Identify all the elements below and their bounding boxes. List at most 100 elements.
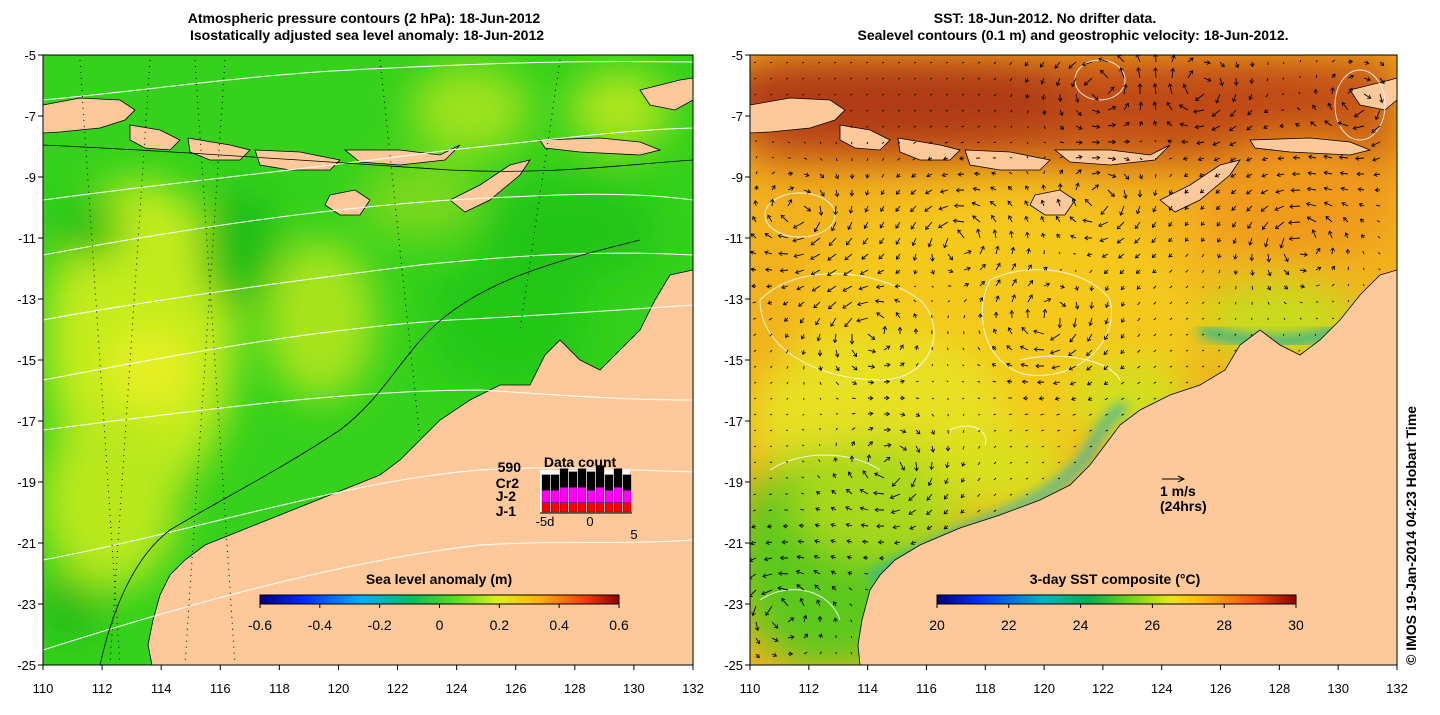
bar-j2 [587, 490, 595, 502]
lat-tick-label: -15 [724, 353, 743, 368]
colorbar-tick-label: 24 [1073, 617, 1089, 633]
velocity-arrow [1284, 62, 1285, 64]
bar-j1 [542, 503, 550, 512]
lat-tick-label: -19 [17, 475, 36, 490]
lon-tick-label: 124 [446, 681, 468, 696]
data-count-tick-end: 5 [630, 527, 637, 542]
lat-tick-label: -17 [17, 414, 36, 429]
bar-j1 [569, 503, 577, 512]
lat-tick-label: -7 [731, 109, 743, 124]
lat-tick-label: -11 [18, 231, 36, 246]
bar-j2 [560, 487, 568, 503]
lon-tick-label: 120 [328, 681, 350, 696]
bar-cr2 [542, 475, 550, 491]
colorbar-tick-label: 0 [436, 617, 444, 633]
velocity-arrow [1155, 174, 1156, 178]
velocity-arrow [978, 382, 980, 383]
lat-tick-label: -9 [24, 170, 36, 185]
lon-tick-label: 114 [151, 681, 172, 696]
lon-tick-label: 132 [682, 681, 704, 696]
bar-j1 [623, 503, 631, 512]
lat-tick-label: -23 [724, 597, 743, 612]
velocity-arrow [820, 444, 821, 446]
velocity-arrow [948, 348, 949, 350]
lat-tick-label: -5 [24, 48, 36, 63]
lon-tick-label: 110 [740, 681, 761, 696]
bar-cr2 [560, 469, 568, 488]
right-title-line1: SST: 18-Jun-2012. No drifter data. [934, 10, 1157, 26]
bar-j1 [596, 503, 604, 512]
bar-j2 [578, 487, 586, 503]
bar-j2 [596, 487, 604, 503]
bar-j2 [542, 490, 550, 502]
colorbar-tick-label: 28 [1216, 617, 1232, 633]
sst-colorbar-title: 3-day SST composite (°C) [1030, 571, 1201, 587]
lon-tick-label: 116 [210, 681, 231, 696]
velocity-arrow [1010, 157, 1012, 158]
colorbar-tick-label: 0.4 [549, 617, 569, 633]
lon-tick-label: 128 [1269, 681, 1291, 696]
data-count-tick-mid: 0 [586, 514, 593, 529]
lon-tick-label: 126 [1210, 681, 1232, 696]
lat-tick-label: -25 [17, 658, 36, 673]
velocity-arrow [1155, 68, 1156, 78]
lon-tick-label: 128 [564, 681, 586, 696]
lat-tick-label: -21 [724, 536, 743, 551]
lat-tick-label: -19 [724, 475, 743, 490]
bar-cr2 [614, 469, 622, 488]
velocity-arrow [770, 446, 772, 447]
lon-tick-label: 130 [1327, 681, 1349, 696]
lat-tick-label: -17 [724, 414, 743, 429]
lat-tick-label: -15 [17, 353, 36, 368]
lon-tick-label: 110 [33, 681, 54, 696]
velocity-arrow [964, 331, 965, 334]
lat-tick-label: -11 [725, 231, 743, 246]
lon-tick-label: 126 [505, 681, 527, 696]
colorbar-tick-label: -0.6 [248, 617, 272, 633]
colorbar-tick-label: -0.4 [308, 617, 332, 633]
bar-j1 [605, 503, 613, 512]
lat-tick-label: -25 [724, 658, 743, 673]
bar-j1 [587, 503, 595, 512]
velocity-arrow [947, 364, 948, 366]
velocity-arrow [1028, 142, 1029, 144]
lon-tick-label: 120 [1033, 681, 1055, 696]
velocity-arrow [994, 142, 996, 143]
colorbar-tick-label: 22 [1001, 617, 1017, 633]
lat-tick-label: -5 [731, 48, 743, 63]
bar-cr2 [569, 472, 577, 488]
velocity-arrow [1364, 268, 1365, 270]
lat-tick-label: -13 [724, 292, 743, 307]
velocity-arrow [916, 398, 919, 399]
lon-tick-label: 118 [975, 681, 996, 696]
bar-j2 [605, 490, 613, 502]
bar-j1 [578, 503, 586, 512]
lat-tick-label: -13 [17, 292, 36, 307]
bar-cr2 [605, 475, 613, 491]
lon-tick-label: 116 [916, 681, 937, 696]
bar-j2 [623, 490, 631, 502]
bar-j1 [614, 503, 622, 512]
velocity-arrow [1291, 190, 1300, 191]
bar-cr2 [623, 475, 631, 491]
mission-label-j1: J-1 [496, 503, 516, 519]
velocity-arrow [1299, 334, 1300, 336]
colorbar-tick-label: 30 [1288, 617, 1304, 633]
velocity-arrow [769, 494, 772, 495]
velocity-arrow [852, 142, 853, 144]
colorbar-tick-label: 0.6 [609, 617, 629, 633]
sst-colorbar-bar [937, 595, 1296, 604]
lon-tick-label: 112 [798, 681, 819, 696]
mission-label-j2: J-2 [496, 488, 516, 504]
lat-tick-label: -7 [24, 109, 36, 124]
colorbar-tick-label: -0.2 [368, 617, 392, 633]
velocity-scale-period: (24hrs) [1160, 498, 1207, 514]
lat-tick-label: -23 [17, 597, 36, 612]
colorbar-tick-label: 20 [929, 617, 945, 633]
sla-colorbar-title: Sea level anomaly (m) [366, 571, 512, 587]
velocity-arrow [786, 430, 788, 431]
lat-tick-label: -21 [17, 536, 36, 551]
velocity-arrow [836, 443, 837, 446]
bar-cr2 [551, 475, 559, 491]
